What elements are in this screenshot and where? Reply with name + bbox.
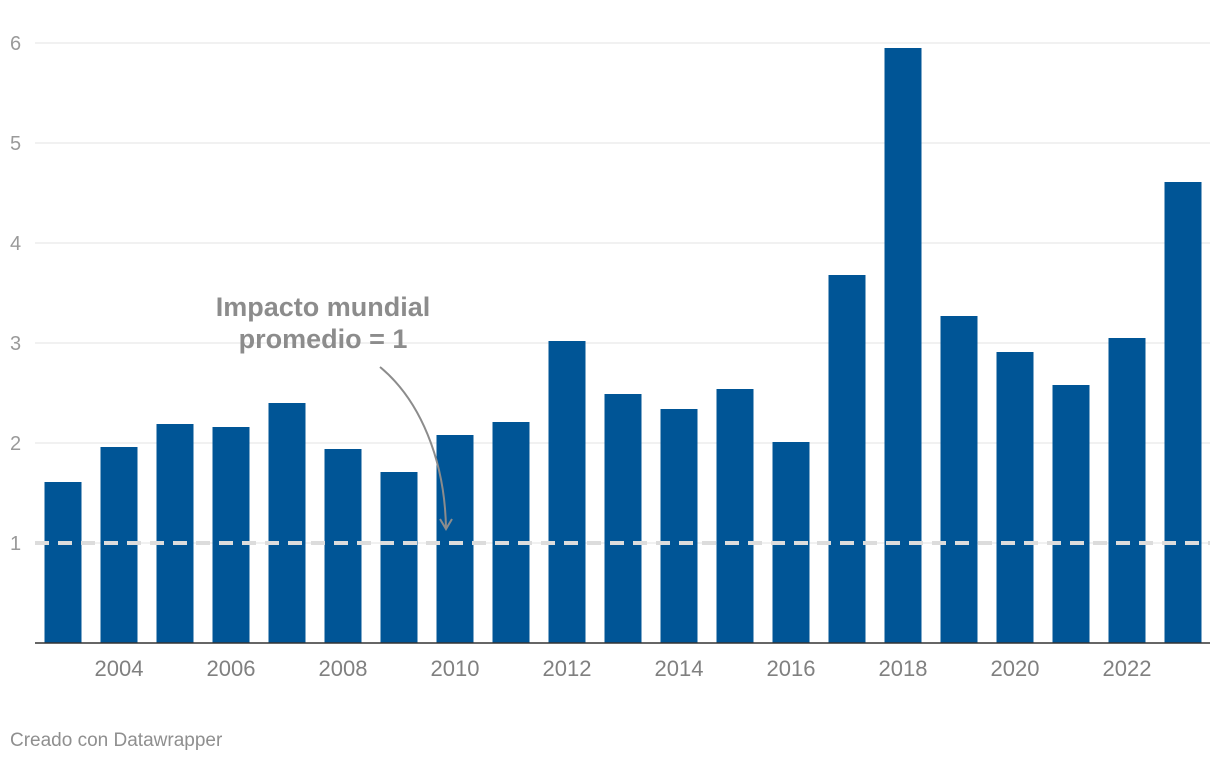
x-tick-label: 2012	[543, 656, 592, 681]
annotation-arrowhead	[439, 518, 453, 531]
x-tick-label: 2004	[95, 656, 144, 681]
bar-2023	[1164, 182, 1202, 643]
annotation-line-1: Impacto mundial	[216, 292, 431, 322]
bar-2007	[268, 403, 306, 643]
annotation-arrow	[379, 366, 447, 530]
bar-2015	[716, 389, 754, 643]
bar-2010	[436, 435, 474, 643]
x-tick-label: 2010	[431, 656, 480, 681]
y-tick-label: 5	[10, 133, 21, 155]
bar-2006	[212, 427, 250, 643]
bar-2018	[884, 48, 922, 643]
y-tick-label: 4	[10, 233, 21, 255]
bar-2022	[1108, 338, 1146, 643]
bar-2009	[380, 472, 418, 643]
y-tick-label: 2	[10, 433, 21, 455]
bar-2014	[660, 409, 698, 643]
bar-2012	[548, 341, 586, 643]
y-tick-label: 6	[10, 33, 21, 55]
x-tick-label: 2018	[879, 656, 928, 681]
bar-2005	[156, 424, 194, 643]
x-tick-label: 2022	[1103, 656, 1152, 681]
bar-2011	[492, 422, 530, 643]
bar-2017	[828, 275, 866, 643]
x-tick-label: 2008	[319, 656, 368, 681]
x-axis-ticks: 2004 2006 2008 2010 2012 2014 2016 2018 2020 2022	[95, 656, 1152, 681]
annotation: Impacto mundial promedio = 1	[216, 292, 453, 531]
y-axis-ticks: 1 2 3 4 5 6	[10, 33, 21, 555]
y-tick-label: 1	[10, 533, 21, 555]
x-tick-label: 2014	[655, 656, 704, 681]
x-tick-label: 2020	[991, 656, 1040, 681]
bar-2003	[44, 482, 82, 643]
bar-2021	[1052, 385, 1090, 643]
bar-2019	[940, 316, 978, 643]
footer-credit: Creado con Datawrapper	[10, 730, 223, 751]
annotation-line-2: promedio = 1	[239, 324, 408, 354]
bar-2020	[996, 352, 1034, 643]
y-tick-label: 3	[10, 333, 21, 355]
x-tick-label: 2006	[207, 656, 256, 681]
bar-2008	[324, 449, 362, 643]
bars	[44, 48, 1202, 643]
x-tick-label: 2016	[767, 656, 816, 681]
bar-2013	[604, 394, 642, 643]
